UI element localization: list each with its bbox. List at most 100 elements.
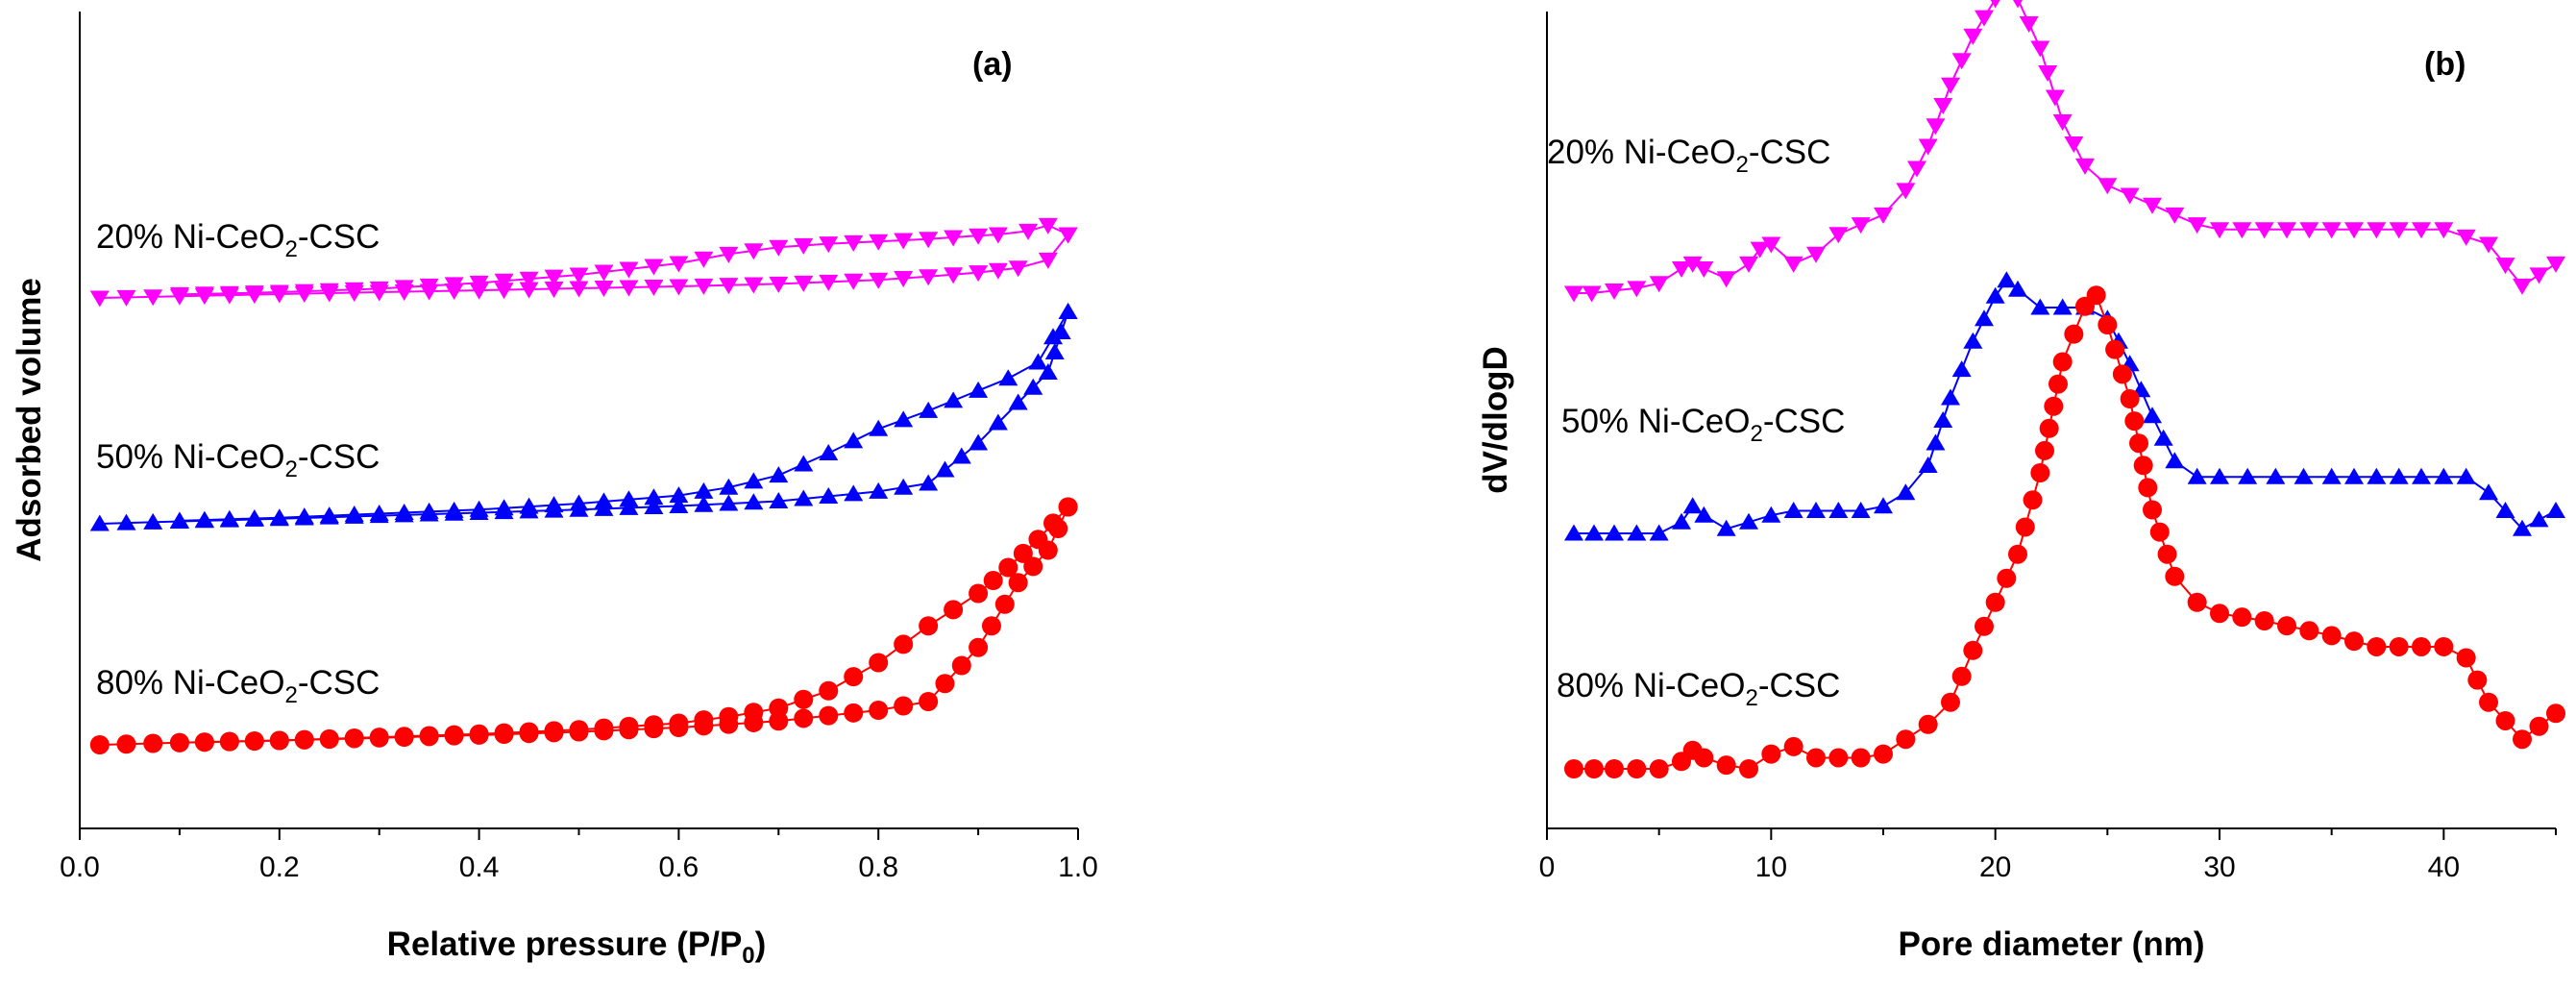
- data-point: [244, 285, 264, 303]
- data-point: [644, 280, 664, 297]
- data-point: [1694, 261, 1714, 278]
- data-point: [919, 692, 939, 711]
- data-point: [394, 503, 414, 520]
- data-point: [919, 269, 939, 286]
- data-point: [143, 733, 163, 753]
- data-point: [569, 494, 589, 511]
- data-point: [2165, 566, 2185, 586]
- data-point: [719, 478, 739, 495]
- data-point: [969, 637, 989, 657]
- data-point: [2120, 187, 2140, 205]
- data-point: [1023, 378, 1043, 395]
- data-point: [2149, 522, 2170, 542]
- data-point: [694, 251, 714, 268]
- data-point: [419, 502, 439, 519]
- data-point: [2254, 222, 2274, 239]
- data-point: [1918, 714, 1938, 734]
- data-point: [219, 285, 239, 303]
- data-point: [394, 280, 414, 297]
- data-point: [2479, 692, 2498, 712]
- data-point: [669, 486, 689, 504]
- series-80-ni-ceo2-csc: [89, 497, 1078, 754]
- data-point: [844, 432, 864, 449]
- data-point: [719, 278, 739, 295]
- data-point: [1918, 456, 1938, 473]
- data-point: [89, 735, 110, 754]
- data-point: [594, 281, 614, 298]
- data-point: [1023, 556, 1043, 577]
- data-point: [2495, 710, 2515, 730]
- data-point: [444, 725, 464, 745]
- x-axis-title: Pore diameter (nm): [1899, 925, 2205, 963]
- data-point: [369, 281, 389, 298]
- data-point: [1918, 138, 1938, 156]
- data-point: [1783, 256, 1803, 273]
- data-point: [1941, 77, 1960, 94]
- data-point: [1975, 616, 1994, 636]
- data-point: [2238, 467, 2258, 484]
- series-label: 80% Ni-CeO2-CSC: [1557, 667, 1840, 711]
- data-point: [644, 497, 664, 514]
- y-axis-title: dV/dlogD: [1477, 346, 1514, 494]
- data-point: [1649, 759, 1669, 778]
- data-point: [1806, 748, 1826, 768]
- data-point: [294, 284, 314, 301]
- x-tick-label: 40: [2428, 851, 2460, 883]
- data-point: [983, 571, 1003, 590]
- data-point: [2299, 621, 2319, 641]
- data-point: [1783, 736, 1803, 756]
- data-point: [969, 433, 989, 451]
- data-point: [794, 455, 814, 472]
- data-point: [969, 265, 989, 283]
- data-point: [1828, 227, 1849, 244]
- data-point: [444, 501, 464, 518]
- data-point: [244, 731, 264, 752]
- data-point: [2546, 703, 2565, 724]
- data-point: [2035, 440, 2054, 460]
- data-point: [269, 508, 289, 526]
- data-point: [469, 724, 489, 744]
- data-point: [988, 413, 1008, 431]
- data-point: [1058, 497, 1078, 517]
- data-point: [1008, 260, 1028, 278]
- data-point: [2153, 429, 2173, 446]
- data-point: [2075, 158, 2095, 175]
- data-point: [519, 722, 539, 742]
- data-point: [544, 721, 564, 741]
- data-point: [2165, 452, 2185, 469]
- panel-b: 0 10 20 30 40 Pore diameter (nm) dV/dlogD (b) 20…: [1477, 0, 2565, 963]
- data-point: [844, 484, 864, 502]
- data-point: [2479, 483, 2498, 501]
- data-point: [1896, 483, 1916, 501]
- x-axis-title: Relative pressure (P/P0): [387, 925, 767, 969]
- series-50-ni-ceo2-csc: [1564, 271, 2565, 541]
- data-point: [116, 513, 136, 531]
- y-axis-title: Adsorbed volume: [11, 278, 48, 562]
- data-point: [519, 282, 539, 299]
- data-point: [2157, 544, 2177, 564]
- data-point: [544, 496, 564, 513]
- data-point: [644, 715, 664, 735]
- data-point: [744, 472, 764, 489]
- series-20-ni-ceo2-csc: [89, 217, 1078, 308]
- data-point: [469, 275, 489, 292]
- data-point: [769, 698, 789, 718]
- data-point: [1694, 748, 1714, 768]
- data-point: [1058, 227, 1078, 244]
- data-point: [2529, 716, 2549, 736]
- data-point: [2254, 611, 2274, 630]
- data-point: [2456, 648, 2476, 668]
- data-point: [694, 481, 714, 499]
- data-point: [794, 489, 814, 506]
- data-point: [594, 492, 614, 509]
- data-point: [2143, 500, 2162, 520]
- data-point: [394, 727, 414, 747]
- data-point: [594, 718, 614, 738]
- data-point: [1564, 285, 1583, 303]
- data-point: [1851, 217, 1871, 234]
- data-point: [969, 381, 989, 398]
- data-point: [2495, 258, 2515, 275]
- data-point: [2129, 433, 2148, 454]
- data-point: [1761, 236, 1781, 254]
- data-point: [2038, 65, 2058, 82]
